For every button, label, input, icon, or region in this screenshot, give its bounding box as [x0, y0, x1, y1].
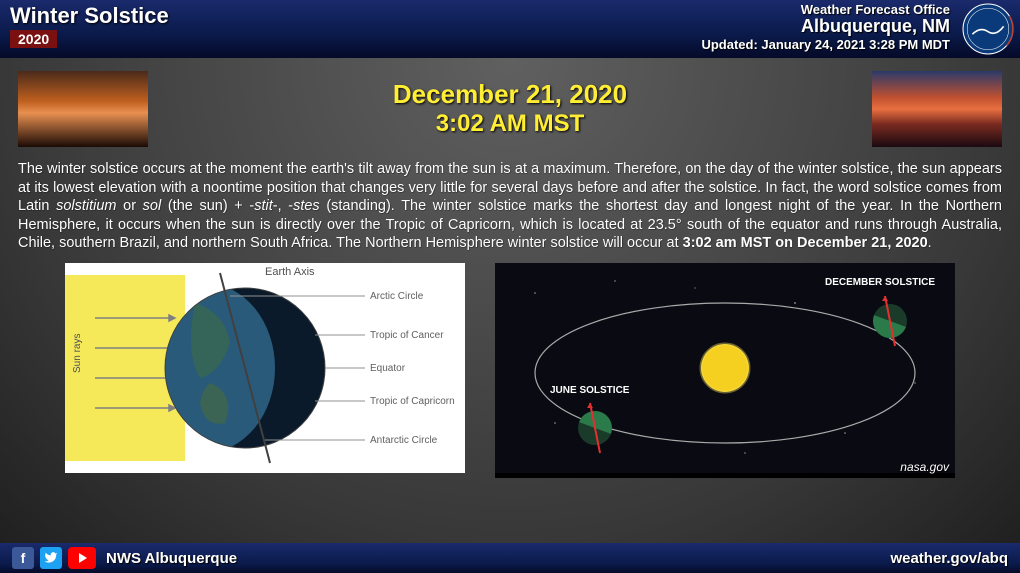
dec-solstice-label: DECEMBER SOLSTICE	[825, 277, 935, 288]
body-b1: 3:02 am MST on December 21, 2020	[683, 235, 928, 251]
diagram-row: Sun rays	[18, 263, 1002, 537]
twitter-icon[interactable]	[40, 547, 62, 569]
lat-antarctic: Antarctic Circle	[370, 435, 438, 446]
footer-url: weather.gov/abq	[890, 550, 1008, 567]
lat-arctic: Arctic Circle	[370, 291, 424, 302]
youtube-icon[interactable]	[68, 547, 96, 569]
location-label: Albuquerque, NM	[801, 17, 950, 35]
body-i4: stes	[293, 198, 320, 214]
year-badge: 2020	[10, 30, 57, 48]
sunset-image-right	[872, 71, 1002, 147]
body-t3: (the sun) + -	[161, 198, 254, 214]
body-i2: sol	[143, 198, 162, 214]
image-credit: nasa.gov	[900, 460, 949, 474]
header-bar: Winter Solstice 2020 Weather Forecast Of…	[0, 0, 1020, 58]
body-t4: -, -	[273, 198, 293, 214]
main-content: December 21, 2020 3:02 AM MST The winter…	[0, 58, 1020, 543]
facebook-icon[interactable]: f	[12, 547, 34, 569]
body-t6: .	[928, 235, 932, 251]
banner-date: December 21, 2020	[148, 80, 872, 110]
banner-row: December 21, 2020 3:02 AM MST	[18, 68, 1002, 150]
header-left: Winter Solstice 2020	[10, 2, 169, 56]
footer-left: f NWS Albuquerque	[12, 547, 237, 569]
banner-time: 3:02 AM MST	[148, 110, 872, 138]
body-paragraph: The winter solstice occurs at the moment…	[18, 160, 1002, 253]
body-t2: or	[117, 198, 143, 214]
page-title: Winter Solstice	[10, 4, 169, 28]
lat-equator: Equator	[370, 363, 406, 374]
earth-axis-diagram: Sun rays	[65, 263, 465, 473]
page: Winter Solstice 2020 Weather Forecast Of…	[0, 0, 1020, 573]
body-i3: stit	[254, 198, 273, 214]
orbit-diagram-wrap: DECEMBER SOLSTICE JUNE SOLSTICE nasa.gov	[495, 263, 955, 478]
orbit-diagram: DECEMBER SOLSTICE JUNE SOLSTICE	[495, 263, 955, 473]
wfo-label: Weather Forecast Office	[801, 2, 950, 17]
jun-solstice-label: JUNE SOLSTICE	[550, 385, 630, 396]
sunrays-label: Sun rays	[72, 333, 83, 372]
lat-cancer: Tropic of Cancer	[370, 330, 444, 341]
banner-center: December 21, 2020 3:02 AM MST	[148, 80, 872, 138]
nws-logo-icon	[962, 3, 1014, 55]
social-handle: NWS Albuquerque	[106, 550, 237, 567]
lat-capricorn: Tropic of Capricorn	[370, 396, 455, 407]
updated-label: Updated: January 24, 2021 3:28 PM MDT	[701, 37, 950, 52]
axis-title: Earth Axis	[265, 266, 315, 278]
sunset-image-left	[18, 71, 148, 147]
header-right: Weather Forecast Office Albuquerque, NM …	[701, 2, 950, 56]
footer-bar: f NWS Albuquerque weather.gov/abq	[0, 543, 1020, 573]
body-i1: solstitium	[56, 198, 116, 214]
